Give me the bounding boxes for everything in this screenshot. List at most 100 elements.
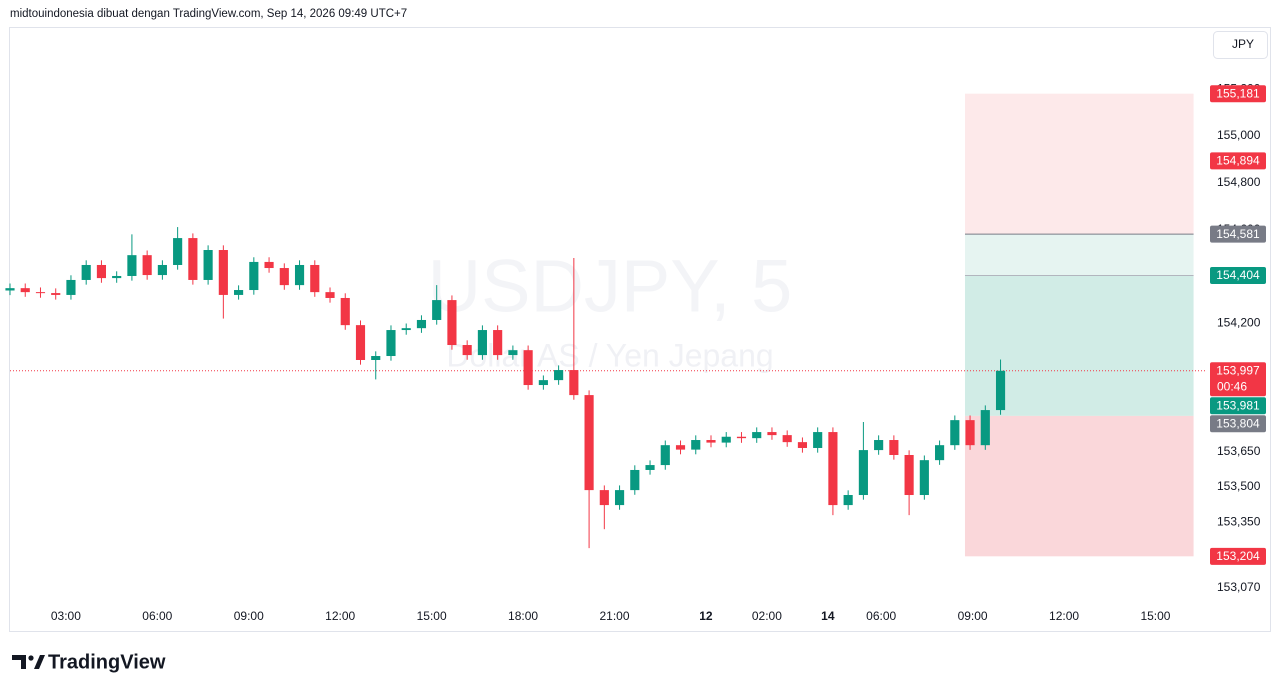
candle-body — [310, 264, 320, 293]
candle-body — [935, 445, 945, 461]
y-tick-label: 153,650 — [1217, 444, 1261, 458]
candle-body — [813, 432, 823, 448]
candle-body — [157, 264, 167, 276]
price-tag: 153,997 00:46 — [1210, 362, 1266, 397]
candle-body — [599, 490, 609, 506]
candle-body — [554, 370, 564, 381]
price-tag-bg — [1210, 85, 1266, 103]
candle-body — [112, 275, 122, 279]
candle-body — [96, 264, 107, 279]
price-tag-label: 153,997 — [1216, 363, 1260, 377]
x-tick-label: 14 — [821, 609, 835, 623]
price-tag: 153,804 — [1210, 415, 1266, 433]
candle-body — [691, 440, 701, 450]
candle-body — [675, 445, 686, 450]
candle-body — [797, 442, 808, 448]
candle-body — [20, 288, 30, 293]
logo-mark — [12, 655, 26, 669]
y-tick-label: 153,070 — [1217, 580, 1261, 594]
x-tick-label: 12:00 — [325, 609, 355, 623]
candle-body — [630, 469, 640, 491]
candle-body — [127, 255, 137, 276]
candle-body — [965, 420, 975, 446]
chart-frame — [9, 27, 1271, 632]
candle-body — [874, 440, 884, 451]
currency-box[interactable] — [1213, 31, 1268, 59]
candle-body — [416, 319, 427, 329]
header: midtouindonesia dibuat dengan TradingVie… — [10, 8, 407, 20]
price-tag-label: 155,181 — [1216, 86, 1260, 100]
x-tick-label: 03:00 — [51, 609, 81, 623]
x-tick-label: 06:00 — [866, 609, 896, 623]
y-tick-label: 154,800 — [1217, 175, 1261, 189]
price-tag: 154,404 — [1210, 267, 1266, 285]
position-zone — [964, 93, 1194, 235]
x-tick-label: 09:00 — [234, 609, 264, 623]
price-tag-bg — [1210, 362, 1266, 397]
brand: TradingView — [48, 651, 166, 673]
price-tag-bg — [1210, 267, 1266, 285]
price-tag-label: 154,894 — [1216, 154, 1260, 168]
candle-body — [477, 330, 487, 356]
candle-body — [660, 445, 670, 466]
candle-body — [721, 436, 731, 443]
plot — [5, 93, 1205, 557]
candle-body — [843, 495, 853, 506]
price-tag: 153,204 — [1210, 547, 1266, 565]
candle-body — [81, 264, 91, 280]
price-tag: 154,581 — [1210, 225, 1266, 243]
candle-body — [889, 440, 899, 456]
candle-body — [614, 490, 625, 506]
candle-body — [51, 293, 61, 295]
candle-body — [386, 330, 396, 357]
candle-body — [432, 300, 442, 320]
candle-body — [828, 432, 838, 506]
candle-body — [538, 380, 548, 386]
candle-body — [858, 450, 868, 496]
candle-body — [249, 261, 259, 291]
candle-body — [447, 300, 457, 346]
price-tag: 155,181 — [1210, 85, 1266, 103]
candle-body — [462, 345, 472, 356]
x-tick-label: 12 — [699, 609, 713, 623]
candle-body — [950, 420, 960, 446]
candle-body — [767, 432, 777, 436]
y-tick-label: 153,500 — [1217, 479, 1261, 493]
candle-body — [142, 255, 152, 276]
position-zone — [964, 415, 1194, 557]
y-tick-label: 154,200 — [1217, 315, 1261, 329]
price-tag-label: 154,404 — [1216, 268, 1260, 282]
watermark: USDJPY, 5 Dollar AS / Yen Jepang — [428, 245, 793, 374]
x-tick-label: 12:00 — [1049, 609, 1079, 623]
candle-body — [584, 395, 594, 491]
price-tag-bg — [1210, 152, 1266, 170]
price-tag-bg — [1210, 415, 1266, 433]
candle-body — [279, 268, 289, 286]
candle-body — [752, 432, 762, 439]
currency[interactable]: JPY — [1232, 37, 1254, 51]
candle-body — [234, 290, 244, 295]
candle-body — [904, 455, 914, 496]
candle-body — [782, 435, 792, 443]
candle-body — [340, 297, 350, 326]
candle-body — [218, 250, 228, 295]
countdown: 00:46 — [1217, 379, 1247, 393]
price-tag-label: 153,204 — [1216, 549, 1260, 563]
price-tag-bg — [1210, 547, 1266, 565]
y-tick-label: 155,000 — [1217, 128, 1261, 142]
position-zone — [964, 234, 1194, 276]
x-tick-label: 09:00 — [958, 609, 988, 623]
candle-body — [173, 238, 183, 265]
y-tick-label: 153,350 — [1217, 514, 1261, 528]
candle-body — [401, 328, 411, 331]
candle-body — [645, 465, 655, 470]
x-tick-label: 18:00 — [508, 609, 538, 623]
candle-body — [5, 288, 15, 291]
candle-body — [264, 261, 274, 269]
candle-body — [508, 350, 518, 356]
candle-body — [35, 292, 46, 294]
candle-body — [371, 356, 381, 360]
price-tag: 153,981 — [1210, 397, 1266, 415]
watermark-title: USDJPY, 5 — [428, 245, 793, 328]
